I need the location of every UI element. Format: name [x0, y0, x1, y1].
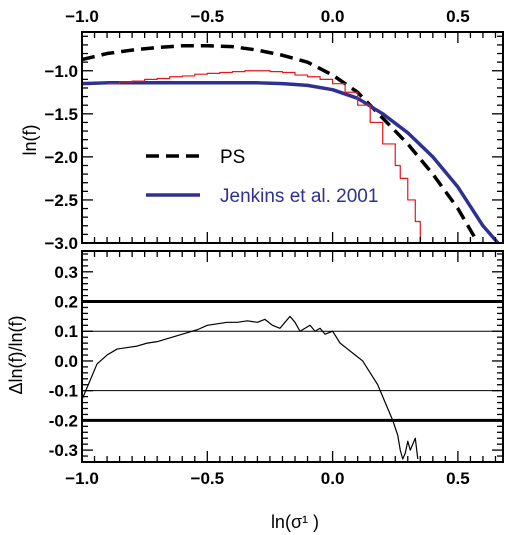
panel-1-axes: −1.0 −1.5 −2.0 −2.5 −3.0 — [44, 31, 504, 253]
bottom-x-tick-label: 0.5 — [446, 469, 470, 488]
y-tick-label: −2.0 — [44, 148, 78, 167]
panel-1-frame — [81, 31, 504, 244]
axes-layer: −1.0 −1.5 −2.0 −2.5 −3.0 0.3 0.2 0.1 0.0 -0.1 -0.2… — [44, 7, 504, 488]
y-tick-label: −1.0 — [44, 62, 78, 81]
bottom-xlabel: ln(σ¹ ) — [271, 512, 319, 532]
upper-panel: ln(f) — [20, 125, 40, 156]
plot-lines-layer — [82, 44, 503, 460]
top-x-tick-label: 0.5 — [446, 7, 470, 26]
bottom-ylabel: Δln(f)/ln(f) — [6, 315, 26, 394]
series-line-2-1 — [82, 315, 419, 460]
y-tick-label: 0.0 — [54, 352, 78, 371]
bottom-x-tick-label: 0.0 — [321, 469, 345, 488]
series-line-1-2 — [82, 81, 500, 243]
legend-label-ps: PS — [220, 147, 245, 168]
y-tick-label: −2.5 — [44, 191, 78, 210]
top-ylabel: ln(f) — [20, 125, 40, 156]
y-tick-label: −1.5 — [44, 105, 78, 124]
panel-2-plot-area — [82, 300, 503, 460]
y-tick-label: 0.1 — [54, 322, 78, 341]
bottom-x-tick-label: −1.0 — [65, 469, 99, 488]
panel-2-frame — [81, 250, 504, 463]
y-tick-label: -0.1 — [49, 382, 78, 401]
series-line-1-3 — [107, 70, 421, 243]
top-x-tick-label: −1.0 — [65, 7, 99, 26]
top-x-tick-label: −0.5 — [191, 7, 225, 26]
lower-panel: Δln(f)/ln(f) ln(σ¹ ) — [6, 315, 319, 532]
legend-label-jenkins: Jenkins et al. 2001 — [220, 186, 378, 207]
y-tick-label: −3.0 — [44, 234, 78, 253]
panel-2-axes: 0.3 0.2 0.1 0.0 -0.1 -0.2 -0.3 — [49, 250, 504, 463]
panel-1-plot-area — [82, 44, 500, 243]
y-tick-label: 0.3 — [54, 263, 78, 282]
legend: PS Jenkins et al. 2001 — [146, 147, 378, 207]
series-line-1-1 — [82, 44, 480, 243]
y-tick-label: -0.2 — [49, 411, 78, 430]
y-tick-label: 0.2 — [54, 293, 78, 312]
top-x-tick-label: 0.0 — [321, 7, 345, 26]
bottom-x-tick-label: −0.5 — [191, 469, 225, 488]
y-tick-label: -0.3 — [49, 441, 78, 460]
